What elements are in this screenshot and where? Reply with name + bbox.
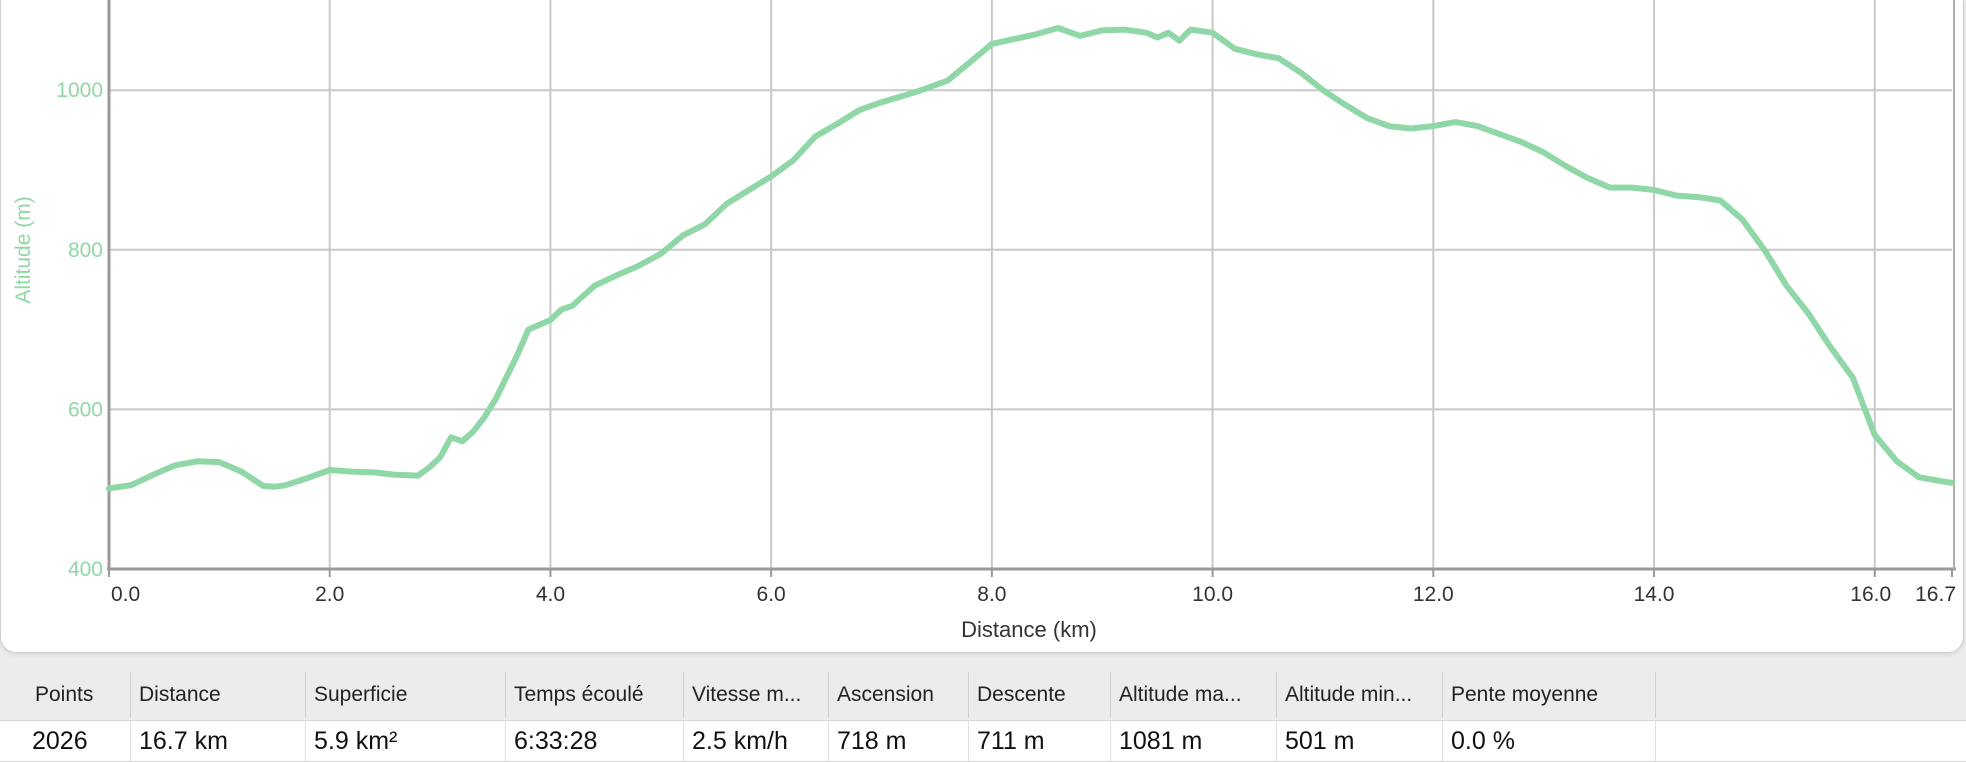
- header-temps-ecoule[interactable]: Temps écoulé: [506, 672, 684, 718]
- value-ascension: 718 m: [829, 721, 969, 761]
- x-tick-label: 16.7: [1915, 583, 1956, 606]
- value-superficie: 5.9 km²: [306, 721, 506, 761]
- x-tick-label: 4.0: [536, 583, 565, 606]
- track-statistics-table: Points Distance Superficie Temps écoulé …: [0, 672, 1966, 762]
- value-pente-moyenne: 0.0 %: [1443, 721, 1656, 761]
- header-superficie[interactable]: Superficie: [306, 672, 506, 718]
- chart-axes: [107, 0, 1956, 577]
- chart-grid: [109, 0, 1952, 569]
- x-tick-label: 10.0: [1192, 583, 1233, 606]
- header-ascension[interactable]: Ascension: [829, 672, 969, 718]
- value-descente: 711 m: [969, 721, 1111, 761]
- header-vitesse[interactable]: Vitesse m...: [684, 672, 829, 718]
- x-axis-title: Distance (km): [961, 617, 1097, 642]
- value-points: 2026: [0, 721, 131, 761]
- y-tick-labels: 400 600 800 1000: [56, 79, 103, 581]
- header-descente[interactable]: Descente: [969, 672, 1111, 718]
- y-axis-title: Altitude (m): [12, 196, 35, 303]
- y-tick-label: 600: [68, 398, 103, 421]
- x-tick-label: 12.0: [1413, 583, 1454, 606]
- value-vitesse: 2.5 km/h: [684, 721, 829, 761]
- x-tick-label: 16.0: [1850, 583, 1891, 606]
- stats-values-row[interactable]: 2026 16.7 km 5.9 km² 6:33:28 2.5 km/h 71…: [0, 720, 1966, 762]
- x-tick-labels: 0.0 2.0 4.0 6.0 8.0 10.0 12.0 14.0 16.0 16.7: [111, 583, 1956, 606]
- altitude-profile-line: [106, 25, 1955, 492]
- x-tick-label: 14.0: [1634, 583, 1675, 606]
- y-tick-label: 1000: [56, 79, 103, 102]
- stats-header-row: Points Distance Superficie Temps écoulé …: [0, 672, 1966, 718]
- y-tick-label: 400: [68, 558, 103, 581]
- value-distance: 16.7 km: [131, 721, 306, 761]
- y-tick-label: 800: [68, 239, 103, 262]
- value-altitude-min: 501 m: [1277, 721, 1443, 761]
- x-tick-label: 8.0: [977, 583, 1006, 606]
- header-pente-moyenne[interactable]: Pente moyenne: [1443, 672, 1656, 718]
- elevation-chart-panel: 0.0 2.0 4.0 6.0 8.0 10.0 12.0 14.0 16.0 16.7 400 6…: [0, 0, 1964, 653]
- header-altitude-max[interactable]: Altitude ma...: [1111, 672, 1277, 718]
- header-altitude-min[interactable]: Altitude min...: [1277, 672, 1443, 718]
- x-tick-label: 2.0: [315, 583, 344, 606]
- header-distance[interactable]: Distance: [131, 672, 306, 718]
- value-altitude-max: 1081 m: [1111, 721, 1277, 761]
- value-temps-ecoule: 6:33:28: [506, 721, 684, 761]
- x-tick-label: 0.0: [111, 583, 140, 606]
- x-tick-label: 6.0: [757, 583, 786, 606]
- header-points[interactable]: Points: [0, 672, 131, 718]
- elevation-chart: 0.0 2.0 4.0 6.0 8.0 10.0 12.0 14.0 16.0 16.7 400 6…: [12, 0, 1956, 642]
